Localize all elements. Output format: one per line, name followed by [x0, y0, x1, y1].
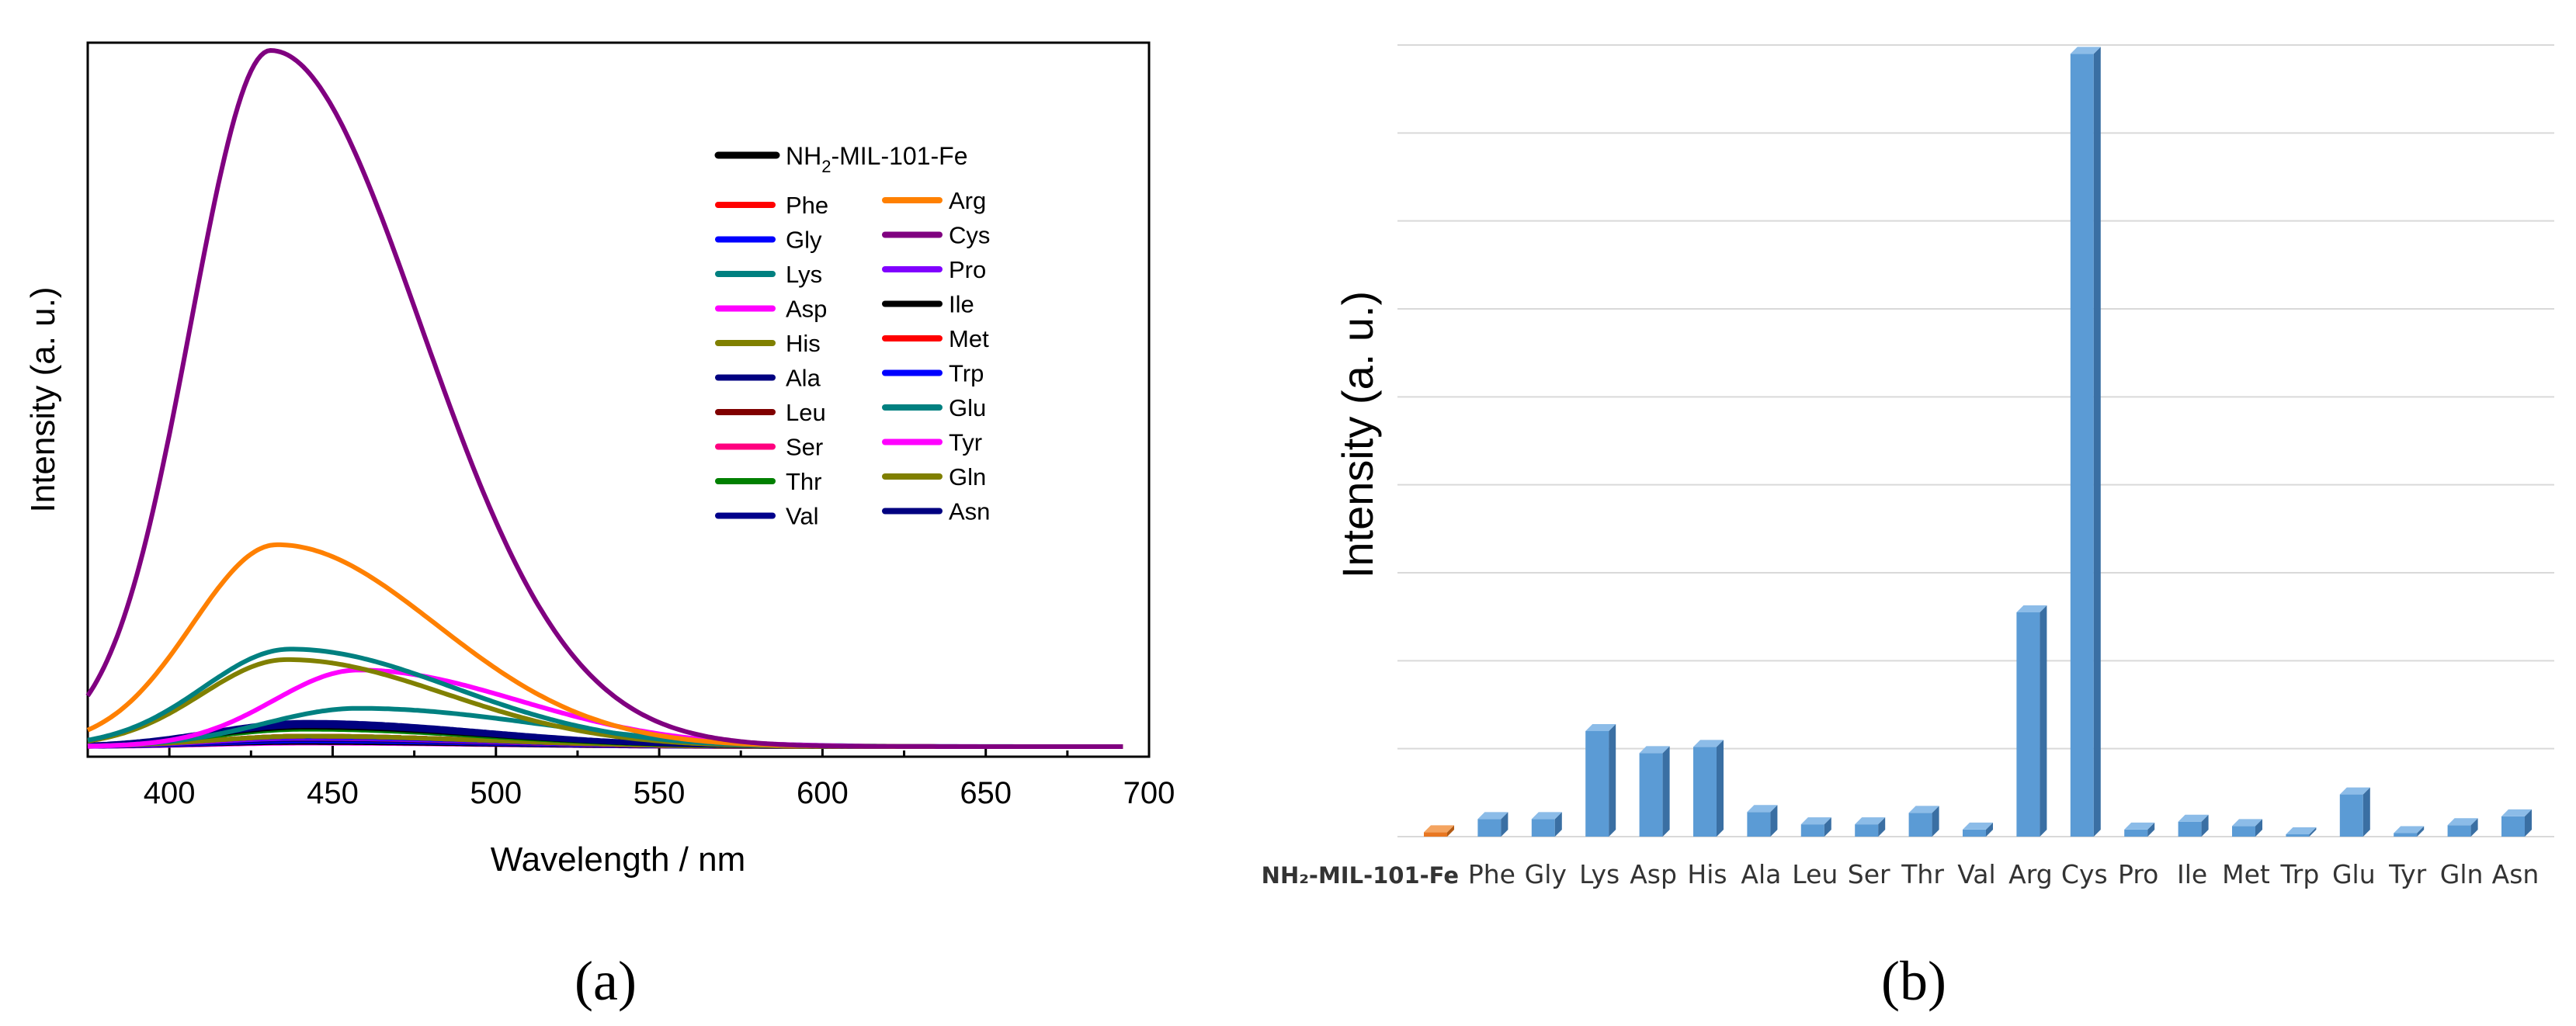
category-label: Ile	[2177, 859, 2207, 889]
category-label: Met	[2222, 859, 2270, 889]
bar-tyr	[2394, 826, 2425, 837]
legend-title: NH2-MIL-101-Fe	[786, 142, 968, 176]
category-label: Val	[1957, 859, 1995, 889]
bar-val	[1963, 822, 1993, 837]
bars-b	[1424, 47, 2532, 837]
category-labels-b: NH₂-MIL-101-Fe Phe Gly Lys Asp His Ala Leu Ser Th…	[1262, 859, 2540, 889]
bar-met	[2232, 819, 2262, 837]
legend-label-val: Val	[786, 503, 819, 530]
legend-label-phe: Phe	[786, 192, 828, 219]
legend-label-glu: Glu	[949, 394, 986, 421]
legend-a: NH2-MIL-101-Fe Phe Gly Lys Asp His Ala Leu Ser Th…	[714, 142, 990, 530]
category-label: Asn	[2492, 859, 2540, 889]
y-axis-label-b: Intensity (a. u.)	[1333, 291, 1382, 578]
category-label: Thr	[1901, 859, 1944, 889]
legend-label-ala: Ala	[786, 365, 821, 392]
bar-asp	[1639, 746, 1670, 837]
legend-label-asp: Asp	[786, 296, 827, 323]
panel-label-b: (b)	[1881, 950, 1946, 1012]
legend-label-ser: Ser	[786, 434, 823, 461]
x-axis-label-a: Wavelength / nm	[491, 841, 746, 879]
x-tick-label: 450	[307, 776, 359, 810]
category-label: Cys	[2061, 859, 2108, 889]
legend-label-asn: Asn	[949, 498, 990, 525]
category-label: Gln	[2440, 859, 2484, 889]
bar-pro	[2124, 822, 2155, 837]
bar-leu	[1800, 817, 1831, 837]
legend-label-lys: Lys	[786, 261, 822, 288]
category-label: Phe	[1468, 859, 1515, 889]
legend-label-leu: Leu	[786, 399, 826, 426]
legend-label-gln: Gln	[949, 463, 986, 490]
category-label: Arg	[2008, 859, 2053, 889]
category-label: Tyr	[2388, 859, 2427, 889]
legend-label-his: His	[786, 330, 821, 357]
bar-glu	[2339, 787, 2370, 837]
bar-trp	[2286, 827, 2317, 837]
bar-ala	[1747, 805, 1778, 837]
panel-a-line-chart: 400 450 500 550 600 650 700 NH2-MIL-101-Fe Phe G…	[24, 41, 1175, 1012]
legend-label-gly: Gly	[786, 227, 822, 254]
category-label: Asp	[1630, 859, 1677, 889]
category-label: His	[1687, 859, 1727, 889]
bar-ser	[1855, 817, 1886, 837]
legend-label-met: Met	[949, 325, 989, 352]
category-label: Glu	[2332, 859, 2376, 889]
legend-label-cys: Cys	[949, 222, 990, 249]
panel-label-a: (a)	[575, 950, 637, 1012]
bar-lys	[1585, 724, 1616, 837]
plot-frame-a	[86, 41, 1151, 758]
x-tick-label: 400	[144, 776, 196, 810]
y-axis-label-a: Intensity (a. u.)	[24, 286, 62, 512]
legend-label-arg: Arg	[949, 187, 986, 214]
x-tick-label: 600	[797, 776, 849, 810]
category-label: Pro	[2118, 859, 2158, 889]
bar-gln	[2447, 818, 2478, 837]
legend-label-pro: Pro	[949, 256, 986, 283]
x-tick-label: 700	[1123, 776, 1175, 810]
legend-label-trp: Trp	[949, 360, 984, 387]
bar-nh2-mil-101-fe	[1424, 825, 1454, 837]
bar-asn	[2501, 809, 2532, 837]
x-axis-ticks-a: 400 450 500 550 600 650 700	[144, 746, 1175, 810]
x-tick-label: 500	[470, 776, 522, 810]
x-tick-label: 650	[960, 776, 1012, 810]
category-label: Gly	[1525, 859, 1567, 889]
panel-b-bar-chart: NH₂-MIL-101-Fe Phe Gly Lys Asp His Ala Leu Ser Th…	[1262, 44, 2554, 1012]
bar-arg	[2016, 605, 2047, 837]
category-label: Leu	[1792, 859, 1838, 889]
bar-his	[1693, 740, 1724, 837]
legend-label-ile: Ile	[949, 291, 974, 318]
bar-cys	[2070, 47, 2101, 837]
category-label: Ala	[1741, 859, 1781, 889]
bar-ile	[2178, 814, 2209, 837]
category-label: Ser	[1848, 859, 1890, 889]
legend-label-tyr: Tyr	[949, 429, 982, 456]
legend-label-thr: Thr	[786, 468, 822, 495]
bar-phe	[1477, 812, 1508, 837]
bar-thr	[1908, 806, 1939, 837]
bar-gly	[1531, 812, 1562, 837]
series-line-cys	[85, 48, 1123, 749]
spectra-curves	[85, 48, 1123, 749]
x-tick-label: 550	[634, 776, 686, 810]
category-label: Lys	[1579, 859, 1620, 889]
category-label: Trp	[2279, 859, 2319, 889]
category-label: NH₂-MIL-101-Fe	[1262, 862, 1459, 889]
gridlines-b	[1397, 44, 2554, 837]
